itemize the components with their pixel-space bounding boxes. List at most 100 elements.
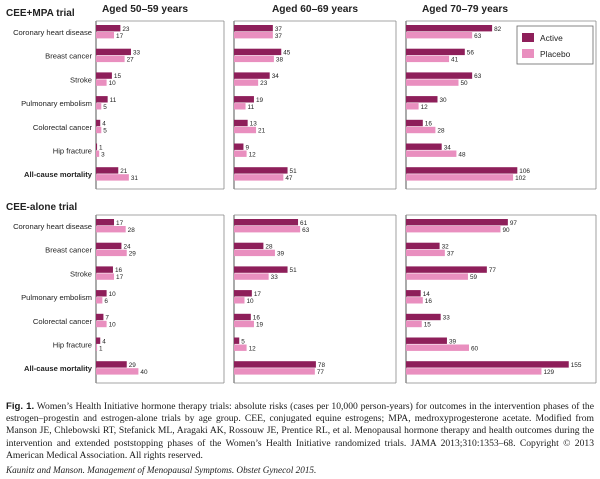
- bar-placebo: [406, 320, 422, 328]
- data-label: 17: [116, 274, 124, 281]
- legend-label: Active: [540, 33, 563, 43]
- bar-active: [234, 313, 251, 321]
- age-group-header: Aged 60–69 years: [272, 4, 358, 15]
- data-label: 47: [285, 175, 293, 182]
- category-label: Breast cancer: [45, 52, 92, 61]
- data-label: 51: [290, 168, 298, 175]
- data-label: 19: [256, 322, 264, 329]
- bar-active: [234, 361, 316, 368]
- data-label: 38: [276, 57, 284, 64]
- bar-active: [406, 361, 569, 368]
- data-label: 4: [102, 338, 106, 345]
- data-label: 10: [109, 291, 117, 298]
- data-label: 27: [127, 57, 135, 64]
- bar-active: [406, 313, 441, 321]
- data-label: 28: [437, 128, 445, 135]
- figure-citation: Kaunitz and Manson. Management of Menopa…: [6, 465, 317, 475]
- bar-active: [234, 25, 273, 32]
- bar-active: [406, 337, 447, 344]
- data-label: 30: [440, 97, 448, 104]
- data-label: 1: [99, 345, 103, 352]
- data-label: 17: [116, 33, 124, 40]
- bar-active: [234, 219, 299, 226]
- bar-placebo: [234, 226, 301, 233]
- data-label: 39: [277, 251, 285, 258]
- bar-active: [234, 266, 288, 273]
- data-label: 51: [290, 267, 298, 274]
- bar-active: [406, 242, 440, 250]
- bar-placebo: [406, 126, 436, 134]
- bar-placebo: [234, 368, 315, 375]
- data-label: 56: [467, 50, 475, 57]
- bar-active: [406, 119, 423, 127]
- bar-placebo: [96, 320, 107, 328]
- bar-active: [406, 48, 465, 56]
- data-label: 23: [260, 80, 268, 87]
- data-label: 48: [458, 151, 466, 158]
- data-label: 12: [249, 151, 257, 158]
- data-label: 31: [131, 175, 139, 182]
- bar-placebo: [234, 126, 257, 134]
- bar-placebo: [96, 55, 125, 63]
- data-label: 60: [471, 345, 479, 352]
- data-label: 21: [258, 128, 266, 135]
- data-label: 50: [461, 80, 469, 87]
- category-label: Hip fracture: [53, 147, 92, 156]
- bar-active: [96, 242, 122, 250]
- data-label: 77: [489, 267, 497, 274]
- bar-placebo: [234, 297, 245, 304]
- bar-active: [96, 219, 115, 226]
- data-label: 24: [123, 244, 131, 251]
- bar-placebo: [406, 297, 423, 304]
- bar-active: [234, 167, 288, 174]
- data-label: 102: [515, 175, 526, 182]
- data-label: 59: [470, 274, 478, 281]
- bar-active: [234, 119, 248, 127]
- bar-placebo: [234, 174, 284, 181]
- category-label: All-cause mortality: [24, 364, 93, 373]
- bar-active: [96, 290, 107, 297]
- bar-active: [96, 266, 113, 273]
- data-label: 78: [318, 362, 326, 369]
- figure-caption: Fig. 1. Women’s Health Initiative hormon…: [6, 401, 594, 462]
- data-label: 40: [140, 369, 148, 376]
- bar-active: [234, 290, 252, 297]
- bar-active: [406, 25, 493, 32]
- bar-active: [234, 72, 270, 79]
- data-label: 34: [272, 73, 280, 80]
- bar-active: [96, 72, 112, 79]
- bar-placebo: [406, 55, 450, 63]
- data-label: 5: [241, 338, 245, 345]
- data-label: 16: [425, 121, 433, 128]
- data-label: 6: [104, 298, 108, 305]
- category-label: Breast cancer: [45, 246, 92, 255]
- bar-active: [96, 167, 119, 174]
- category-label: Pulmonary embolism: [21, 293, 92, 302]
- bar-active: [96, 25, 121, 32]
- data-label: 17: [254, 291, 262, 298]
- data-label: 37: [275, 33, 283, 40]
- bar-active: [96, 48, 131, 56]
- bar-placebo: [406, 32, 473, 39]
- data-label: 63: [474, 33, 482, 40]
- data-label: 11: [110, 97, 117, 104]
- data-label: 28: [265, 244, 273, 251]
- data-label: 1: [99, 144, 103, 151]
- data-label: 82: [494, 26, 502, 33]
- category-label: Coronary heart disease: [13, 222, 92, 231]
- data-label: 10: [247, 298, 255, 305]
- bar-active: [406, 219, 508, 226]
- data-label: 21: [120, 168, 128, 175]
- data-label: 32: [442, 244, 450, 251]
- bar-placebo: [406, 249, 445, 257]
- bar-placebo: [234, 103, 246, 110]
- data-label: 90: [503, 227, 511, 234]
- bar-active: [234, 337, 240, 344]
- bar-placebo: [96, 126, 102, 134]
- caption-text: Women’s Health Initiative hormone therap…: [6, 401, 594, 461]
- bar-placebo: [234, 79, 259, 86]
- category-label: All-cause mortality: [24, 170, 93, 179]
- data-label: 16: [253, 315, 261, 322]
- data-label: 11: [248, 104, 255, 111]
- data-label: 33: [133, 50, 141, 57]
